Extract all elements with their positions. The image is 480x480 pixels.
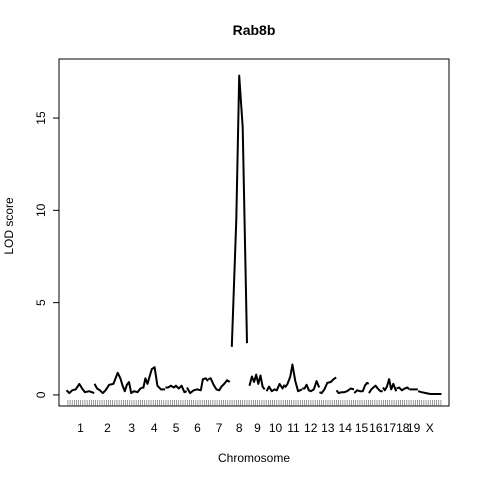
chromosome-label: 5 [173,421,180,435]
chromosome-label: 19 [407,421,421,435]
chromosome-label: 14 [339,421,353,435]
lod-line-chr-11 [284,363,303,393]
lod-line-chr-18 [396,386,410,392]
chromosome-label: 15 [355,421,369,435]
chromosome-label: 18 [396,421,410,435]
lod-line-chr-17 [382,378,398,392]
lod-line-chr-8 [230,74,248,347]
chromosome-label: 4 [151,421,158,435]
lod-line-chr-13 [319,376,337,395]
chromosome-label: 13 [321,421,335,435]
chromosome-label: 2 [104,421,111,435]
chromosome-label: 16 [369,421,383,435]
lod-line-chr-16 [368,384,383,394]
lod-curve [65,74,442,395]
lod-line-chr-3 [119,378,144,395]
lod-line-chr-14 [335,387,355,395]
lod-line-chr-2 [93,371,122,395]
marker-rug [67,400,442,406]
chromosome-label: 17 [383,421,397,435]
y-axis-label: LOD score [2,197,16,255]
lod-line-chr-10 [265,382,286,393]
lod-line-chr-X [417,390,442,395]
y-tick-label: 5 [34,299,48,306]
chromosome-label: 8 [236,421,243,435]
y-tick-label: 15 [34,111,48,125]
lod-line-chr-6 [186,377,209,395]
chromosome-label: 11 [287,421,300,435]
lod-line-chr-15 [353,381,370,394]
chromosome-label: 12 [304,421,318,435]
chromosome-label: 1 [77,421,84,435]
chromosome-label: 6 [194,421,201,435]
chromosome-label: X [426,421,434,435]
chart-title: Rab8b [233,22,276,38]
chromosome-label: 10 [269,421,283,435]
lod-line-chr-1 [65,382,95,395]
lod-line-chr-9 [248,373,266,390]
chromosome-label: 3 [128,421,135,435]
x-axis-label: Chromosome [218,451,290,465]
lod-line-chr-12 [302,380,321,393]
chromosome-label: 9 [254,421,261,435]
lod-line-chr-4 [142,366,166,391]
plot-frame [58,58,450,407]
y-tick-label: 0 [34,391,48,398]
lod-line-chr-7 [207,377,231,392]
y-tick-label: 10 [34,203,48,217]
y-axis: 0 5 10 15 [34,111,59,398]
lod-line-chr-5 [165,384,188,394]
chromosome-label: 7 [216,421,223,435]
